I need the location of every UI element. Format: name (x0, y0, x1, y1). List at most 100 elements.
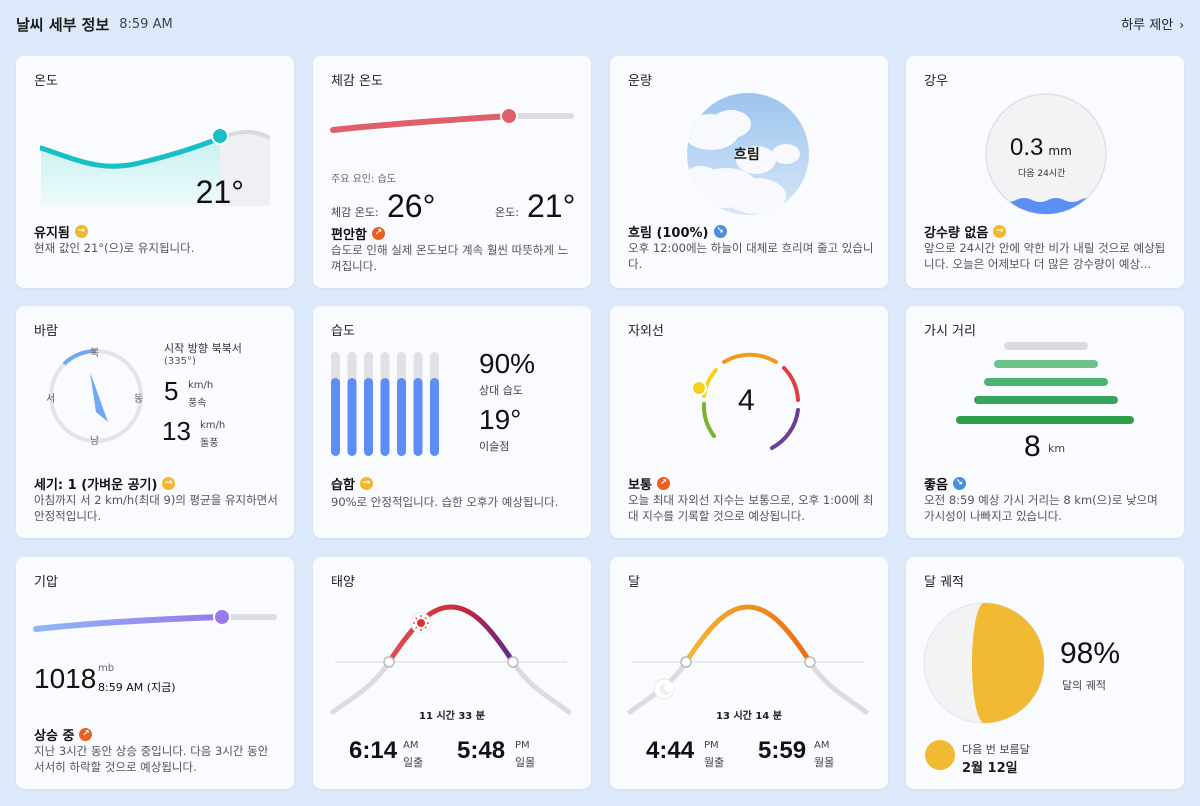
moon-phase-card[interactable]: 달 궤적 98% 달의 궤적 다음 번 보름달 2월 12일 (906, 557, 1184, 789)
wind-speed-unit: km/h (188, 380, 214, 391)
temperature-card[interactable]: 온도 21° 유지됨 → 현재 값인 21°(으)로 유지됩니다. (16, 56, 294, 288)
status-label: 보통 (628, 478, 652, 493)
humidity-bar-fill (413, 378, 423, 456)
chevron-right-icon: › (1179, 18, 1184, 32)
description: 현재 값인 21°(으)로 유지됩니다. (34, 241, 195, 255)
sunrise-label: 일출 (403, 756, 424, 769)
pressure-marker (213, 608, 231, 626)
rain-value: 0.3 (1010, 134, 1044, 161)
moon-duration: 13 시간 14 분 (716, 711, 782, 722)
pressure-card[interactable]: 기압 1018 mb 8:59 AM (지금) 상승 중 ↗ 지난 3시간 동안 … (16, 557, 294, 789)
visibility-value: 8 (1024, 430, 1041, 463)
status-row: 좋음 ↘ (924, 474, 966, 493)
updated-time: 8:59 AM (119, 16, 173, 32)
next-full-moon-date: 2월 12일 (962, 761, 1018, 776)
card-title: 태양 (331, 575, 355, 590)
wind-card[interactable]: 바람 북 남 동 서 시작 방향 북북서 (335°) 5 km/h 풍속 13… (16, 306, 294, 538)
card-title: 온도 (34, 74, 58, 89)
dew-point-label: 이슬점 (479, 440, 510, 453)
cloud-icon (687, 93, 809, 215)
moon-phase-icon (923, 602, 1045, 724)
rain-sub: 다음 24시간 (1018, 169, 1066, 179)
wind-gust-label: 돌풍 (200, 438, 219, 449)
humidity-bars (331, 352, 439, 456)
moon-card[interactable]: 달 13 시간 14 분 4:44 PM 월출 5:59 AM 월몰 (610, 557, 888, 789)
page-title: 날씨 세부 정보 (16, 15, 110, 34)
status-label: 좋음 (924, 478, 948, 493)
moon-phase-lit (972, 603, 1044, 723)
description: 앞으로 24시간 안에 약한 비가 내릴 것으로 예상됩니다. 오늘은 어제보다… (924, 241, 1166, 271)
status-row: 강수량 없음 → (924, 222, 1007, 241)
status-row: 편안함 ↗ (331, 224, 385, 243)
uv-value: 4 (738, 384, 755, 417)
sunrise-time: 6:14 (349, 737, 398, 764)
moon-arc (627, 604, 869, 715)
steady-trend-icon: → (993, 225, 1007, 238)
wind-from-label: 시작 방향 북북서 (164, 342, 242, 355)
wind-gust-unit: km/h (200, 420, 226, 431)
card-title: 달 궤적 (924, 575, 965, 590)
feels-like-card[interactable]: 체감 온도 주요 요인: 습도 체감 온도: 26° 온도: 21° 편안함 ↗ … (313, 56, 591, 288)
cloud-cover-card[interactable]: 운량 흐림 흐림 (100%) ↘ 오후 12:00에는 하늘이 대체로 흐리며 … (610, 56, 888, 288)
status-row: 상승 중 ↗ (34, 725, 93, 744)
card-title: 기압 (34, 575, 58, 590)
card-title: 자외선 (628, 324, 664, 339)
feels-like-marker (500, 107, 518, 125)
uv-gauge (692, 352, 800, 450)
day-suggestion-link[interactable]: 하루 제안 › (1121, 14, 1184, 33)
visibility-bars (956, 342, 1134, 424)
rising-trend-icon: ↗ (371, 227, 385, 240)
falling-trend-icon: ↘ (952, 477, 966, 490)
moonset-time: 5:59 (758, 737, 807, 764)
humidity-value: 90% (479, 348, 536, 379)
feels-like-track-fill (330, 113, 512, 133)
temperature-line (40, 135, 223, 169)
compass-e: 동 (134, 394, 144, 405)
feels-label: 체감 온도: (331, 206, 379, 219)
factor-label: 주요 요인: 습도 (331, 174, 396, 185)
steady-trend-icon: → (359, 477, 373, 490)
sun-card[interactable]: 태양 11 시간 33 분 6:14 AM 일출 5:48 PM 일몰 (313, 557, 591, 789)
feels-value: 26° (387, 188, 436, 224)
humidity-bar-fill (380, 378, 390, 456)
description: 오후 12:00에는 하늘이 대체로 흐리며 줄고 있습니다. (628, 241, 874, 271)
sunrise-ampm: AM (403, 740, 419, 751)
rain-gauge (985, 93, 1107, 215)
description: 오전 8:59 예상 가시 거리는 8 km(으)로 낮으며 가시성이 나빠지고… (924, 493, 1158, 523)
feels-like-slider (330, 107, 574, 133)
card-title: 운량 (628, 74, 652, 89)
visibility-unit: km (1048, 442, 1066, 455)
rising-trend-icon: ↗ (79, 728, 93, 741)
status-label: 흐림 (100%) (628, 226, 709, 241)
status-row: 습함 → (331, 474, 373, 493)
dew-point-value: 19° (479, 404, 522, 435)
rain-card[interactable]: 강우 0.3 mm 다음 24시간 강수량 없음 → 앞으로 24시간 안에 약한… (906, 56, 1184, 288)
visibility-card[interactable]: 가시 거리 8 km 좋음 ↘ 오전 8:59 예상 가시 거리는 8 km(으)… (906, 306, 1184, 538)
pressure-track-fill (33, 614, 225, 632)
humidity-bar-fill (430, 378, 439, 456)
uv-card[interactable]: 자외선 4 보통 ↗ 오늘 최대 자외선 지수는 보통으로, 오후 1:00에 최… (610, 306, 888, 538)
compass-n: 북 (90, 348, 100, 359)
temperature-future-area (220, 132, 270, 206)
card-title: 습도 (331, 324, 355, 339)
rising-trend-icon: ↗ (656, 477, 670, 490)
next-full-moon-label: 다음 번 보름달 (962, 743, 1030, 756)
status-row: 흐림 (100%) ↘ (628, 222, 727, 241)
humidity-card[interactable]: 습도 90% 상대 습도 19° 이슬점 습함 → 90%로 안정적입니다. 습한… (313, 306, 591, 538)
compass-s: 남 (90, 436, 100, 447)
moonset-ampm: AM (814, 740, 830, 751)
uv-marker (692, 380, 707, 396)
sunset-ampm: PM (515, 740, 530, 751)
humidity-bar-fill (331, 378, 340, 456)
status-label: 습함 (331, 478, 355, 493)
temperature-chart (40, 127, 270, 206)
sun-duration: 11 시간 33 분 (419, 711, 485, 722)
humidity-bar-fill (397, 378, 406, 456)
steady-trend-icon: → (74, 225, 88, 238)
temp-label: 온도: (495, 206, 519, 219)
temp-value: 21° (527, 188, 576, 224)
status-label: 세기: 1 (가벼운 공기) (34, 478, 158, 493)
temperature-value: 21° (195, 174, 244, 210)
card-title: 체감 온도 (331, 74, 383, 89)
header: 날씨 세부 정보 8:59 AM 하루 제안 › (16, 12, 1184, 36)
